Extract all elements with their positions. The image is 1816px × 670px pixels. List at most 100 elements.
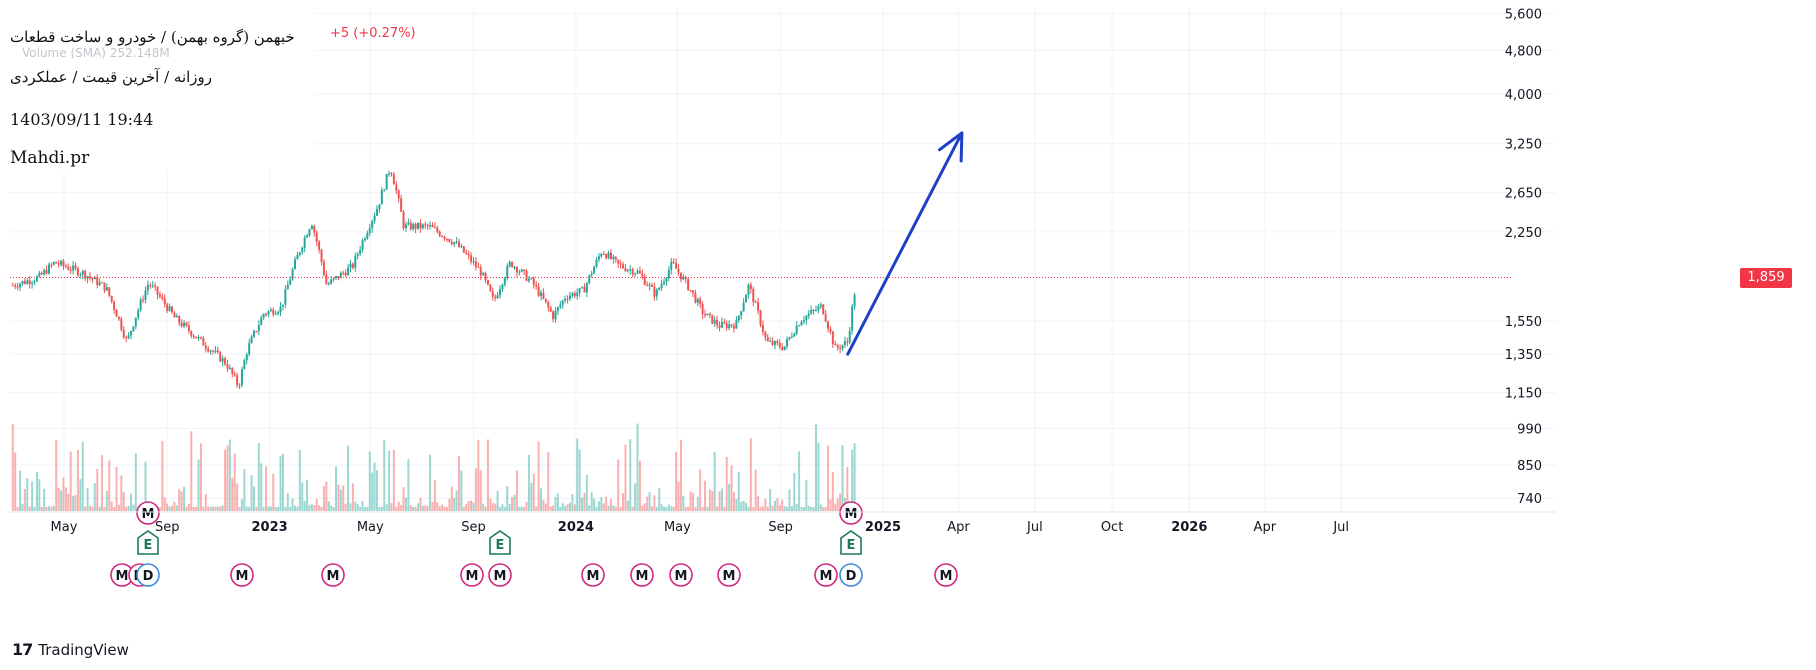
marker-dividend-icon[interactable]: D bbox=[136, 563, 160, 587]
volume-bar bbox=[786, 506, 789, 511]
candle-body bbox=[626, 269, 629, 272]
tradingview-logo-icon: 17 bbox=[12, 640, 33, 659]
candle-body bbox=[764, 331, 767, 338]
volume-bar bbox=[28, 506, 31, 511]
volume-bar bbox=[395, 507, 398, 511]
candle-body bbox=[641, 273, 644, 277]
candle-body bbox=[14, 285, 17, 287]
volume-bar bbox=[568, 502, 571, 511]
volume-bar bbox=[414, 506, 417, 511]
candle-body bbox=[173, 312, 176, 318]
volume-bar bbox=[424, 505, 427, 511]
candle-body bbox=[846, 341, 849, 343]
candle-body bbox=[180, 322, 183, 327]
candle-body bbox=[361, 240, 364, 250]
marker-m-icon[interactable]: M bbox=[488, 563, 512, 587]
volume-bar bbox=[69, 451, 72, 511]
arrow-head[interactable] bbox=[937, 131, 964, 163]
candle-body bbox=[183, 322, 186, 327]
candle-body bbox=[101, 282, 104, 284]
candle-body bbox=[43, 270, 46, 275]
volume-bar bbox=[638, 460, 641, 511]
event-markers[interactable]: MMDEMMMMEMMMMMDEMMM bbox=[110, 501, 958, 587]
volume-bar bbox=[607, 505, 610, 511]
candle-body bbox=[216, 350, 219, 353]
volume-bar bbox=[477, 439, 480, 511]
projection-arrow[interactable] bbox=[846, 131, 964, 356]
volume-bar bbox=[773, 500, 776, 511]
candle-body bbox=[576, 292, 579, 297]
volume-bar bbox=[274, 506, 277, 511]
candle-body bbox=[728, 324, 731, 329]
candle-body bbox=[740, 311, 743, 316]
marker-earnings-icon[interactable]: E bbox=[840, 530, 862, 555]
candle-body bbox=[279, 306, 282, 313]
volume-bar bbox=[530, 482, 533, 511]
volume-bar bbox=[827, 445, 830, 511]
candle-body bbox=[834, 344, 837, 346]
volume-bar bbox=[303, 500, 306, 511]
candle-body bbox=[718, 325, 721, 328]
x-tick-label: 2024 bbox=[558, 520, 594, 535]
volume-bar bbox=[390, 503, 393, 511]
volume-bar bbox=[532, 473, 535, 511]
volume-bar bbox=[578, 449, 581, 511]
volume-bar bbox=[489, 498, 492, 511]
candle-body bbox=[175, 315, 178, 318]
volume-bar bbox=[716, 506, 719, 511]
volume-bar bbox=[508, 503, 511, 511]
volume-bar bbox=[117, 504, 120, 511]
volume-bars bbox=[11, 423, 856, 511]
volume-bar bbox=[163, 497, 166, 511]
marker-m-icon[interactable]: M bbox=[110, 563, 134, 587]
marker-m-icon[interactable]: M bbox=[669, 563, 693, 587]
volume-bar bbox=[834, 503, 837, 511]
volume-bar bbox=[158, 506, 161, 511]
y-tick-label: 2,650 bbox=[1505, 187, 1542, 202]
x-tick-label: Sep bbox=[768, 520, 793, 535]
marker-m-icon[interactable]: M bbox=[839, 501, 863, 525]
volume-bar bbox=[841, 445, 844, 511]
candle-body bbox=[103, 282, 106, 291]
candle-body bbox=[759, 310, 762, 325]
marker-m-icon[interactable]: M bbox=[630, 563, 654, 587]
symbol-title: خبهمن (گروه بهمن) / خودرو و ساخت قطعات bbox=[10, 28, 295, 46]
svg-text:D: D bbox=[846, 569, 857, 584]
candle-body bbox=[554, 310, 557, 320]
marker-m-icon[interactable]: M bbox=[717, 563, 741, 587]
last-price-tag: 1,859 bbox=[1740, 267, 1792, 288]
volume-bar bbox=[433, 480, 436, 511]
candle-body bbox=[438, 231, 441, 237]
marker-m-icon[interactable]: M bbox=[230, 563, 254, 587]
tradingview-brand[interactable]: 17 TradingView bbox=[12, 640, 129, 659]
volume-bar bbox=[778, 504, 781, 511]
volume-bar bbox=[462, 506, 465, 511]
candle-body bbox=[308, 229, 311, 236]
candle-body bbox=[745, 294, 748, 303]
marker-m-icon[interactable]: M bbox=[460, 563, 484, 587]
marker-m-icon[interactable]: M bbox=[581, 563, 605, 587]
marker-m-icon[interactable]: M bbox=[136, 501, 160, 525]
x-tick-label: Apr bbox=[947, 520, 970, 535]
candle-body bbox=[547, 301, 550, 308]
volume-bar bbox=[310, 504, 313, 511]
marker-dividend-icon[interactable]: D bbox=[839, 563, 863, 587]
volume-bar bbox=[248, 506, 251, 511]
candle-body bbox=[708, 313, 711, 315]
marker-earnings-icon[interactable]: E bbox=[489, 530, 511, 555]
arrow-shaft[interactable] bbox=[846, 131, 964, 356]
candle-body bbox=[675, 262, 678, 269]
marker-m-icon[interactable]: M bbox=[814, 563, 838, 587]
marker-m-icon[interactable]: M bbox=[934, 563, 958, 587]
volume-bar bbox=[318, 505, 321, 511]
marker-m-icon[interactable]: M bbox=[321, 563, 345, 587]
volume-bar bbox=[31, 481, 34, 511]
volume-bar bbox=[771, 505, 774, 511]
volume-bar bbox=[764, 498, 767, 511]
candle-body bbox=[313, 225, 316, 233]
marker-earnings-icon[interactable]: E bbox=[137, 530, 159, 555]
volume-bar bbox=[81, 441, 84, 511]
candle-body bbox=[224, 358, 227, 365]
svg-text:M: M bbox=[466, 569, 479, 584]
